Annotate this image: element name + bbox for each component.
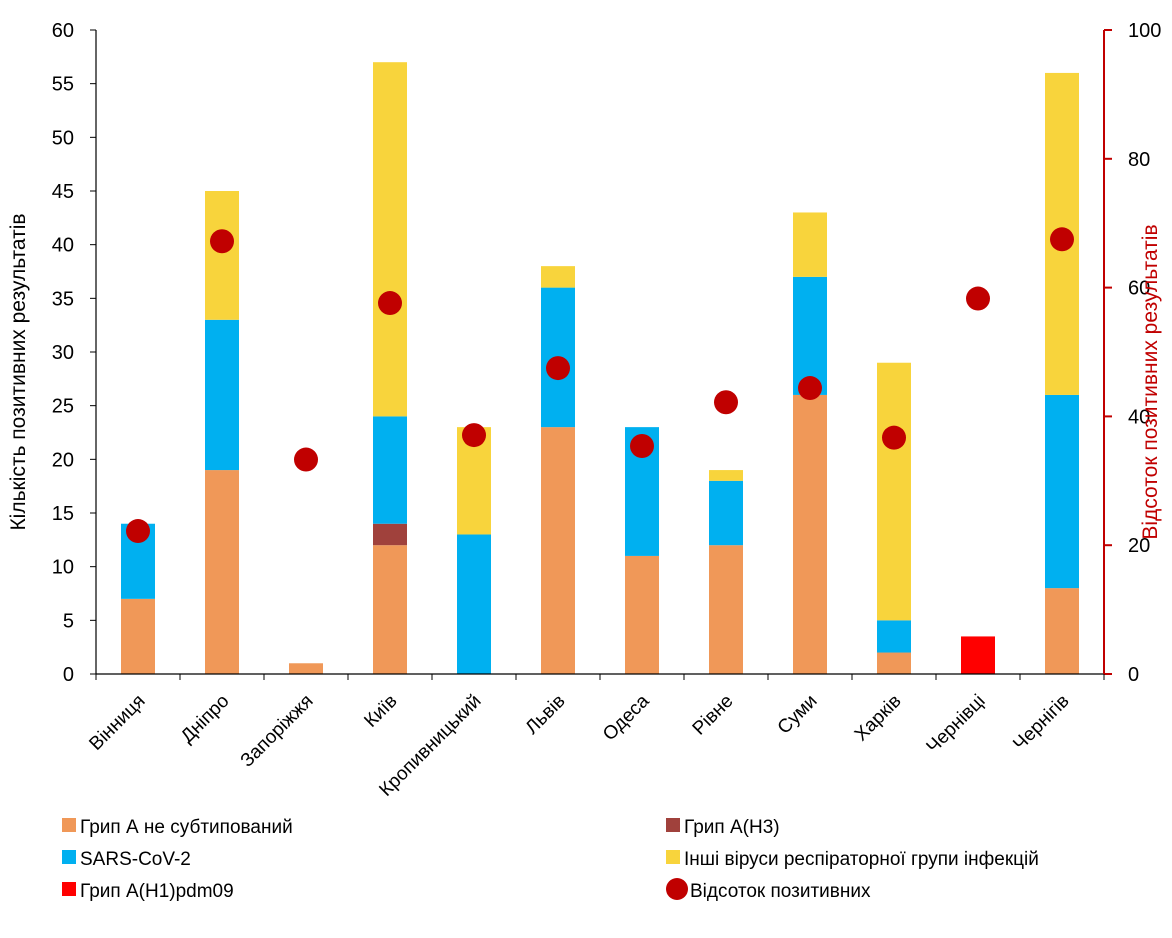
y-tick-label-left: 45: [52, 181, 74, 203]
x-category-label: Дніпро: [177, 691, 234, 748]
bar-segment-3-7: [709, 480, 743, 546]
x-category-label: Чернівці: [923, 691, 990, 758]
bar-segment-3-11: [1045, 394, 1079, 589]
y-tick-label-left: 30: [52, 342, 74, 364]
y-axis-title-left: Кількість позитивних результатів: [7, 213, 30, 530]
axes-layer: [90, 29, 1112, 680]
legend-swatch: [666, 818, 680, 832]
bar-segment-4-3: [373, 62, 407, 417]
points-layer: [126, 227, 1074, 544]
labels-layer: 0 5 10 15 20 25 30 35 40 45 50 55 60 0 20 40 60 80 100 Вінн…: [7, 20, 1162, 801]
legend-label: Грип А(Н3): [684, 817, 780, 838]
y-tick-label-right: 0: [1128, 664, 1139, 686]
bar-segment-0-1: [205, 470, 239, 674]
legend-swatch: [62, 882, 76, 896]
bar-segment-2-10: [961, 636, 995, 674]
bar-segment-3-8: [793, 276, 827, 395]
legend-layer: Грип А не субтипований Грип А(Н3) SARS-CoV…: [62, 817, 1039, 902]
y-tick-label-left: 20: [52, 449, 74, 471]
bar-segment-4-9: [877, 362, 911, 621]
percent-point-3: [378, 291, 402, 316]
percent-point-6: [630, 434, 654, 459]
percent-point-11: [1050, 227, 1074, 252]
y-tick-label-left: 55: [52, 74, 74, 96]
percent-point-0: [126, 519, 150, 544]
bar-segment-0-6: [625, 555, 659, 674]
x-category-label: Харків: [851, 691, 906, 746]
bar-segment-0-0: [121, 598, 155, 674]
x-category-label: Київ: [360, 691, 401, 732]
y-tick-label-left: 50: [52, 127, 74, 149]
bar-segment-4-1: [205, 191, 239, 320]
bars-layer: [121, 62, 1079, 674]
legend-label: SARS-CoV-2: [80, 849, 191, 870]
legend-label: Грип А не субтипований: [80, 817, 293, 838]
percent-point-2: [294, 447, 318, 472]
bar-segment-0-3: [373, 545, 407, 674]
bar-segment-4-8: [793, 212, 827, 277]
bar-segment-3-1: [205, 319, 239, 471]
percent-point-10: [966, 286, 990, 311]
x-category-label: Чернігів: [1009, 691, 1073, 755]
y-axis-title-right: Відсоток позитивних результатів: [1139, 224, 1162, 539]
bar-segment-0-5: [541, 427, 575, 674]
y-tick-label-left: 0: [63, 664, 74, 686]
percent-point-9: [882, 425, 906, 450]
percent-point-5: [546, 356, 570, 381]
legend-label: Грип А(Н1)pdm09: [80, 881, 234, 902]
bar-segment-0-7: [709, 545, 743, 674]
bar-segment-0-2: [289, 663, 323, 674]
x-category-label: Львів: [522, 691, 570, 739]
bar-segment-3-3: [373, 416, 407, 524]
legend-swatch: [62, 818, 76, 832]
y-tick-label-right: 100: [1128, 20, 1161, 42]
legend-swatch: [62, 850, 76, 864]
percent-point-4: [462, 423, 486, 448]
bar-segment-0-11: [1045, 588, 1079, 674]
y-tick-label-left: 5: [63, 610, 74, 632]
percent-point-7: [714, 390, 738, 415]
legend-swatch: [666, 850, 680, 864]
y-tick-label-left: 35: [52, 288, 74, 310]
percent-point-8: [798, 376, 822, 401]
x-category-label: Одеса: [599, 690, 654, 745]
legend-label: Відсоток позитивних: [690, 881, 871, 902]
x-category-label: Запоріжжя: [237, 691, 318, 772]
bar-segment-4-7: [709, 470, 743, 481]
y-tick-label-left: 60: [52, 20, 74, 42]
x-category-label: Суми: [774, 691, 822, 739]
y-tick-label-left: 40: [52, 235, 74, 257]
bar-segment-4-5: [541, 266, 575, 288]
y-tick-label-left: 15: [52, 503, 74, 525]
legend-label: Інші віруси респіраторної групи інфекцій: [684, 849, 1039, 870]
legend-marker: [666, 878, 688, 900]
y-tick-label-right: 20: [1128, 535, 1150, 557]
bar-segment-0-9: [877, 652, 911, 674]
x-category-label: Рівне: [689, 691, 738, 740]
bar-segment-3-4: [457, 534, 491, 674]
y-tick-label-left: 10: [52, 557, 74, 579]
y-tick-label-right: 60: [1128, 278, 1150, 300]
percent-point-1: [210, 229, 234, 254]
bar-segment-3-9: [877, 620, 911, 653]
y-tick-label-right: 40: [1128, 406, 1150, 428]
bar-segment-0-8: [793, 394, 827, 674]
y-tick-label-right: 80: [1128, 149, 1150, 171]
y-tick-label-left: 25: [52, 396, 74, 418]
x-category-label: Вінниця: [85, 691, 149, 755]
bar-segment-1-3: [373, 523, 407, 546]
